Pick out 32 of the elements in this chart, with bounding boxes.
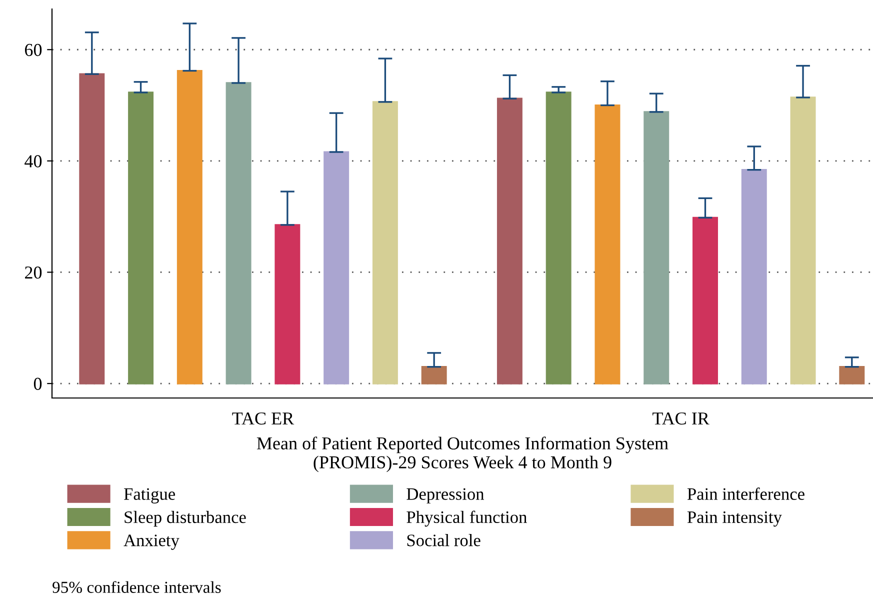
legend-label: Sleep disturbance — [124, 510, 246, 527]
bar — [274, 224, 300, 384]
bar — [226, 82, 252, 384]
x-axis-title: Mean of Patient Reported Outcomes Information System (PROMIS)-29 Scores Week 4 to Month 9 — [256, 436, 668, 472]
bar — [176, 70, 202, 384]
bar — [546, 92, 572, 384]
y-tick-label: 60 — [25, 44, 42, 56]
legend-label: Pain interference — [687, 488, 804, 500]
legend-label: Anxiety — [124, 534, 180, 550]
legend-label: Pain intensity — [687, 511, 782, 527]
y-tick-label: 20 — [25, 266, 42, 279]
bar — [79, 73, 105, 384]
legend-label: Social role — [407, 534, 480, 546]
y-tick-label: 0 — [34, 378, 42, 390]
legend-label: Physical function — [406, 510, 527, 527]
y-tick-label: 40 — [24, 155, 42, 168]
bar — [692, 216, 718, 384]
bar — [421, 366, 447, 384]
bar — [790, 96, 816, 384]
text: 95% confidence intervals — [52, 581, 221, 594]
bar — [741, 168, 767, 384]
bar — [594, 104, 620, 384]
bar — [839, 366, 865, 384]
bar — [372, 101, 398, 384]
legend-label: Depression — [406, 488, 484, 504]
bar — [644, 111, 670, 384]
x-tick-label: TAC IR — [652, 412, 710, 425]
bar — [128, 92, 154, 384]
bar — [496, 98, 522, 384]
bar — [324, 151, 350, 384]
x-tick-label: TAC ER — [232, 412, 294, 425]
legend-label: Fatigue — [124, 488, 175, 504]
